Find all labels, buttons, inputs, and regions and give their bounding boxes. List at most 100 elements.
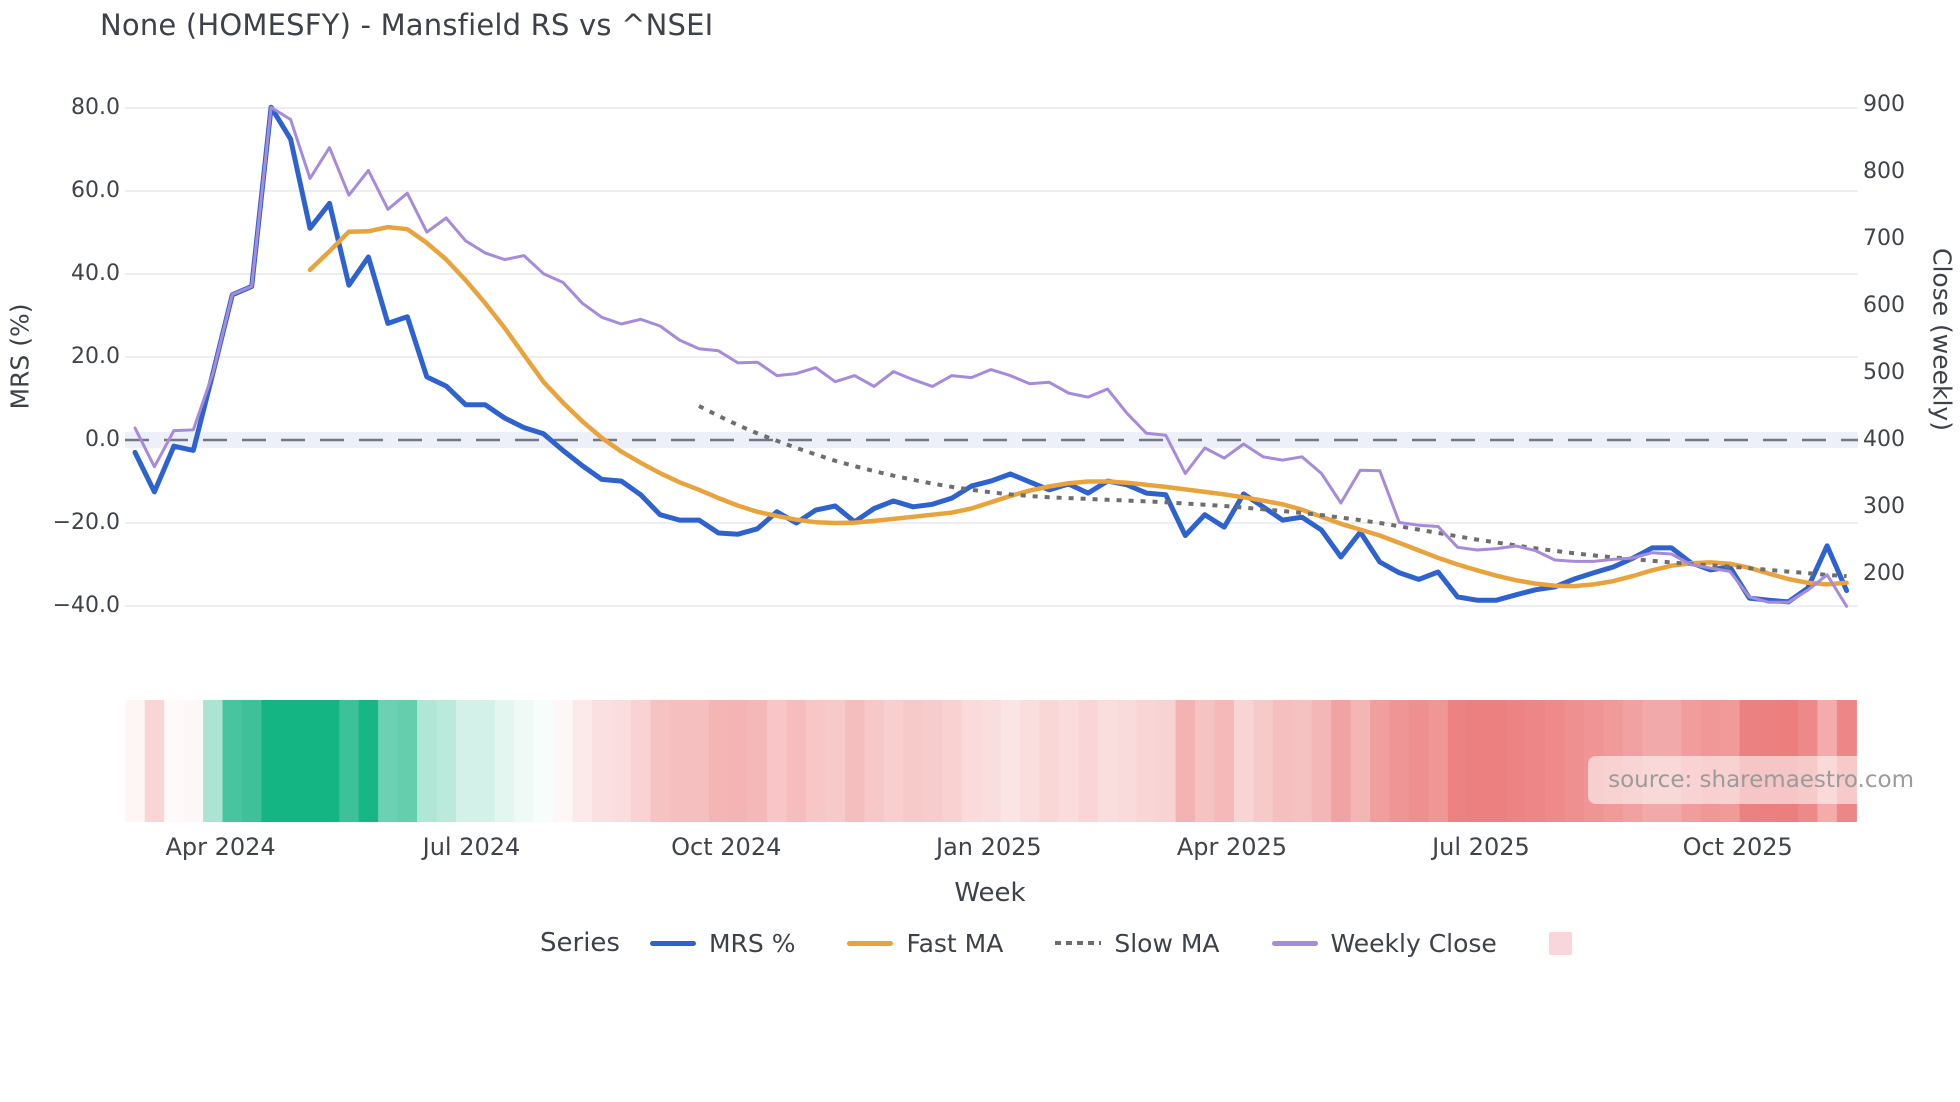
heat-strip-cell <box>144 700 165 822</box>
heat-strip-cell <box>1253 700 1274 822</box>
heat-strip-cell <box>436 700 457 822</box>
heat-strip-cell <box>1175 700 1196 822</box>
legend-heading: Series <box>540 928 620 958</box>
left-axis-tick: 60.0 <box>71 178 120 203</box>
heat-strip-cell <box>1370 700 1391 822</box>
heat-strip-cell <box>786 700 807 822</box>
legend-label-weekly-close: Weekly Close <box>1330 928 1497 958</box>
slow-ma-dotted-swatch <box>1055 941 1102 945</box>
heat-strip-cell <box>1097 700 1118 822</box>
heat-strip-cell <box>417 700 438 822</box>
heat-strip-cell <box>728 700 749 822</box>
x-axis-tick: Apr 2025 <box>1176 833 1288 861</box>
heat-strip-cell <box>1311 700 1332 822</box>
x-axis-tick: Jan 2025 <box>935 833 1042 861</box>
left-axis-tick: −20.0 <box>52 510 120 535</box>
heat-strip-cell <box>241 700 263 822</box>
heat-strip-cell <box>222 700 243 822</box>
heat-strip-cell <box>455 700 476 822</box>
heat-strip-cell <box>747 700 768 822</box>
heatmap-swatch <box>1548 931 1572 955</box>
series-line-mrs- <box>132 104 1850 605</box>
heat-strip-cell <box>844 700 865 822</box>
heat-strip-cell <box>1350 700 1371 822</box>
heat-strip-cell <box>1506 700 1527 822</box>
heat-strip-cell <box>922 700 943 822</box>
heat-strip-cell <box>825 700 846 822</box>
heat-strip-cell <box>494 700 515 822</box>
heat-strip-cell <box>514 700 535 822</box>
heat-strip-cell <box>1039 700 1060 822</box>
right-axis-tick: 200 <box>1863 561 1905 587</box>
x-axis-tick: Jul 2024 <box>422 833 521 861</box>
mrs-line-swatch <box>649 940 696 946</box>
right-axis-tick: 600 <box>1863 292 1905 318</box>
x-axis-tick: Oct 2024 <box>671 833 782 861</box>
heat-strip-cell <box>1233 700 1254 822</box>
legend-label-mrs: MRS % <box>708 928 796 958</box>
heat-strip-cell <box>339 700 360 822</box>
legend-item-fast-ma: Fast MA <box>847 929 1003 958</box>
series-legend: Series MRS % Fast MA Slow MA Weekly Clos… <box>540 928 1585 958</box>
weekly-close-line-swatch <box>1271 940 1318 946</box>
heat-strip-cell <box>1156 700 1177 822</box>
heat-strip-cell <box>942 700 963 822</box>
heat-strip-cell <box>203 700 224 822</box>
heat-strip-cell <box>1331 700 1352 822</box>
left-axis-tick: 80.0 <box>71 95 120 120</box>
heat-strip-cell <box>378 700 399 822</box>
heat-strip-cell <box>1389 700 1410 822</box>
chart-title: None (HOMESFY) - Mansfield RS vs ^NSEI <box>100 8 714 42</box>
legend-item-weekly-close: Weekly Close <box>1271 928 1497 958</box>
heat-strip-cell <box>358 700 379 822</box>
heat-strip-cell <box>183 700 204 822</box>
heat-strip-cell <box>125 700 146 822</box>
heat-strip-cell <box>1058 700 1079 822</box>
x-axis-tick: Oct 2025 <box>1682 833 1793 861</box>
right-axis-tick: 900 <box>1863 91 1905 117</box>
heat-strip-cell <box>1525 700 1546 822</box>
heat-strip-cell <box>767 700 788 822</box>
series-line-slow-ma <box>698 404 1847 579</box>
legend-item-mrs: MRS % <box>649 928 796 958</box>
right-axis-tick: 500 <box>1863 359 1905 385</box>
heat-strip-cell <box>1117 700 1138 822</box>
heat-strip-cell <box>806 700 827 822</box>
heat-strip-cell <box>1000 700 1021 822</box>
heat-strip-cell <box>1214 700 1235 822</box>
heat-strip-cell <box>1447 700 1468 822</box>
heat-strip-cell <box>319 700 340 822</box>
right-axis-tick: 300 <box>1863 494 1905 520</box>
heat-strip-cell <box>397 700 418 822</box>
heat-strip-cell <box>864 700 885 822</box>
heat-strip-cell <box>650 700 671 822</box>
heat-strip-cell <box>903 700 924 822</box>
right-axis-tick: 700 <box>1863 225 1905 251</box>
series-line-fast-ma <box>307 224 1849 589</box>
heat-strip-cell <box>1564 700 1585 822</box>
heat-strip-cell <box>1136 700 1157 822</box>
source-watermark: source: sharemaestro.com <box>1588 756 1934 804</box>
legend-item-heatmap <box>1548 931 1585 955</box>
heat-strip-cell <box>669 700 690 822</box>
heat-strip-cell <box>592 700 613 822</box>
x-axis-title: Week <box>954 878 1026 908</box>
right-axis-title: Close (weekly) <box>1927 248 1957 431</box>
heat-strip-cell <box>883 700 904 822</box>
left-axis-tick: −40.0 <box>52 593 120 618</box>
heat-strip-cell <box>689 700 710 822</box>
heat-strip-cell <box>572 700 593 822</box>
legend-label-slow-ma: Slow MA <box>1114 928 1220 958</box>
heat-strip-cell <box>981 700 1002 822</box>
heat-strip-cell <box>961 700 982 822</box>
x-axis-tick: Apr 2024 <box>165 833 276 861</box>
legend-label-fast-ma: Fast MA <box>906 928 1004 958</box>
heat-strip-cell <box>1408 700 1430 822</box>
heat-strip-cell <box>1019 700 1041 822</box>
left-axis-title: MRS (%) <box>5 303 35 410</box>
heat-strip-cell <box>1467 700 1488 822</box>
fast-ma-line-swatch <box>847 940 894 946</box>
heat-strip-cell <box>611 700 632 822</box>
heat-strip-cell <box>1428 700 1449 822</box>
